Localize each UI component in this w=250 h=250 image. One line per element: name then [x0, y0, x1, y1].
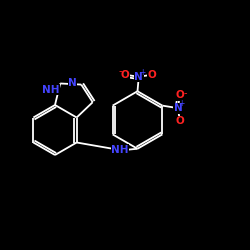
Text: N: N: [68, 78, 77, 88]
Text: NH: NH: [42, 85, 60, 95]
Text: NH: NH: [111, 145, 129, 155]
Text: +: +: [139, 68, 145, 77]
Text: O: O: [176, 116, 184, 126]
Text: N: N: [174, 103, 182, 113]
Text: N: N: [134, 72, 143, 82]
Text: +: +: [178, 99, 184, 108]
Text: O: O: [176, 90, 184, 100]
Text: -: -: [119, 66, 122, 76]
Text: O: O: [148, 70, 156, 80]
Text: O: O: [120, 70, 130, 80]
Text: -: -: [183, 88, 187, 98]
